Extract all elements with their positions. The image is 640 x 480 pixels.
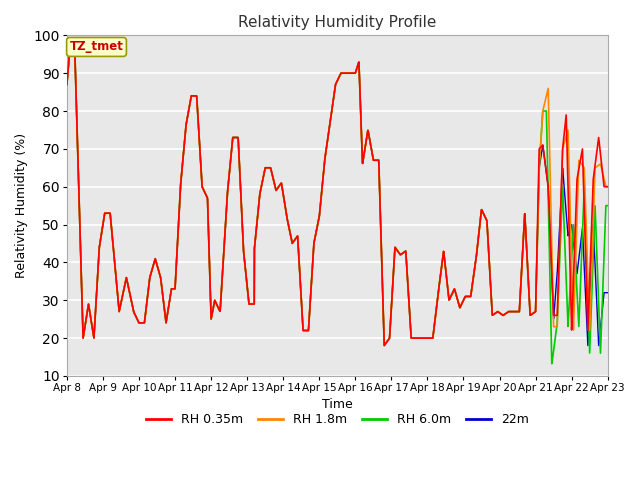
Text: TZ_tmet: TZ_tmet [70,40,124,53]
Title: Relativity Humidity Profile: Relativity Humidity Profile [238,15,436,30]
X-axis label: Time: Time [322,398,353,411]
Y-axis label: Relativity Humidity (%): Relativity Humidity (%) [15,133,28,278]
Legend: RH 0.35m, RH 1.8m, RH 6.0m, 22m: RH 0.35m, RH 1.8m, RH 6.0m, 22m [141,408,534,431]
